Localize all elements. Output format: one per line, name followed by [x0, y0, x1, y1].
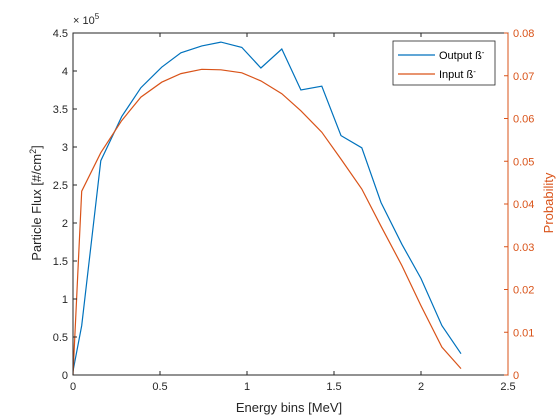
- y-left-tick-label: 0.5: [53, 332, 68, 344]
- y-axis-left: 0 0.5 1 1.5 2 2.5 3 3.5 4 4.5: [53, 28, 77, 382]
- y-exponent-base: × 10: [73, 15, 95, 27]
- x-axis: 0 0.5 1 1.5 2 2.5: [70, 33, 516, 393]
- y-right-tick-label: 0.01: [513, 327, 534, 339]
- x-tick-label: 2: [418, 381, 424, 393]
- y-right-tick-label: 0.06: [513, 114, 534, 126]
- y-right-tick-label: 0.03: [513, 242, 534, 254]
- series-line-output: [72, 41, 462, 372]
- y-left-tick-label: 2.5: [53, 180, 68, 192]
- legend: Output ß- Input ß-: [392, 40, 496, 86]
- y-left-tick-label: 4.5: [53, 28, 68, 40]
- y-axis-left-label-end: ]: [29, 145, 44, 149]
- y-axis-left-label-main: Particle Flux [#/cm: [29, 154, 44, 261]
- legend-box: [392, 40, 496, 86]
- y-left-tick-label: 4: [62, 66, 68, 78]
- x-tick-label: 1: [244, 381, 250, 393]
- y-left-tick-label: 0: [62, 370, 68, 382]
- series-line-input: [72, 68, 462, 376]
- x-tick-label: 2.5: [500, 381, 515, 393]
- y-axis-right: 0 0.01 0.02 0.03 0.04 0.05 0.06 0.07 0.08: [504, 28, 534, 382]
- y-axis-right-label: Probability: [541, 172, 556, 233]
- y-right-tick-label: 0.08: [513, 28, 534, 40]
- y-left-tick-label: 3: [62, 142, 68, 154]
- legend-label-output: Output ß-: [439, 48, 485, 62]
- y-right-tick-label: 0.05: [513, 156, 534, 168]
- y-left-tick-label: 1: [62, 294, 68, 306]
- y-axis-left-label-sup: 2: [28, 149, 38, 154]
- legend-label-input-name: Input ß: [439, 69, 474, 81]
- legend-label-output-sup: -: [482, 48, 485, 57]
- y-left-tick-label: 2: [62, 218, 68, 230]
- y-left-tick-label: 1.5: [53, 256, 68, 268]
- y-right-tick-label: 0: [513, 370, 519, 382]
- y-exponent-label: × 105: [73, 12, 100, 27]
- legend-label-input-sup: -: [473, 67, 476, 76]
- y-right-tick-label: 0.07: [513, 71, 534, 83]
- x-axis-label: Energy bins [MeV]: [236, 400, 342, 415]
- x-tick-label: 0: [70, 381, 76, 393]
- y-axis-left-label: Particle Flux [#/cm2]: [28, 145, 44, 261]
- series-layer: [72, 41, 462, 376]
- y-left-tick-label: 3.5: [53, 104, 68, 116]
- legend-label-input: Input ß-: [439, 67, 476, 81]
- y-right-tick-label: 0.02: [513, 285, 534, 297]
- x-tick-label: 1.5: [326, 381, 341, 393]
- x-tick-label: 0.5: [152, 381, 167, 393]
- y-exponent-power: 5: [95, 12, 100, 21]
- legend-label-output-name: Output ß: [439, 50, 482, 62]
- y-right-tick-label: 0.04: [513, 199, 534, 211]
